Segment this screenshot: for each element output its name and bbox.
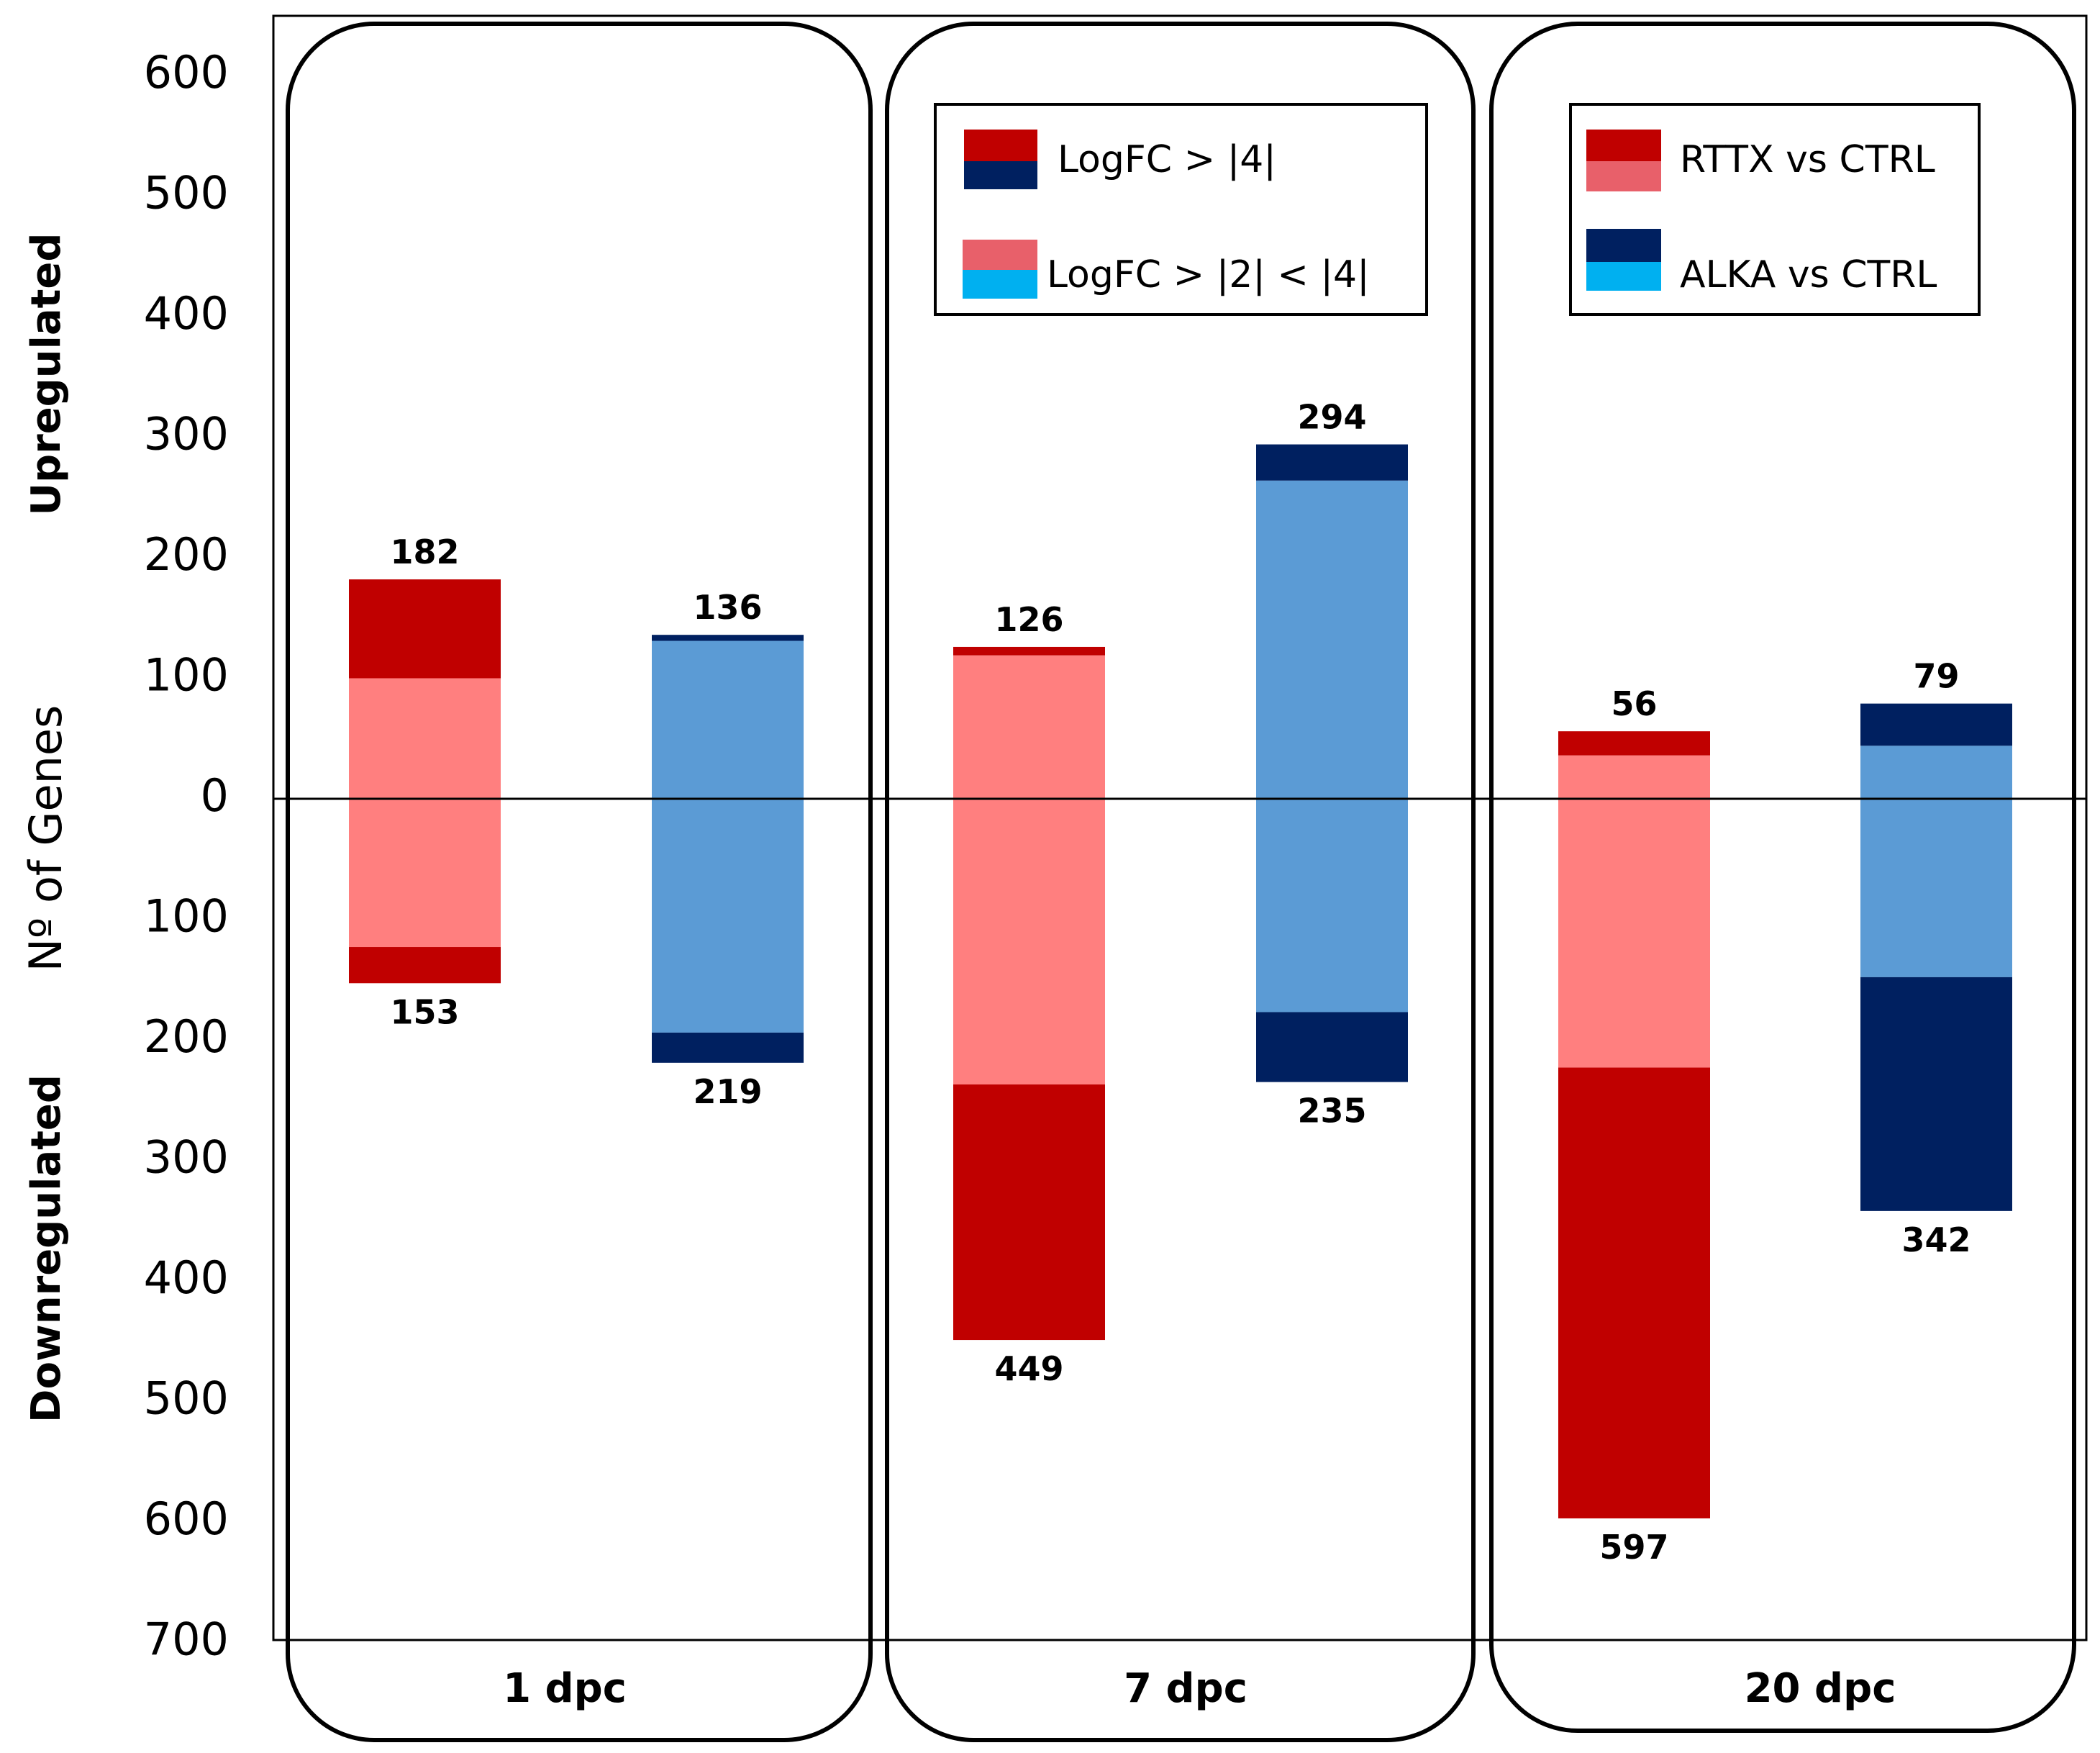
ylabel-downregulated: Downregulated [23, 1074, 70, 1423]
panel-label: 20 dpc [1745, 1665, 1896, 1712]
y-tick-label: 500 [144, 1372, 229, 1425]
bar-1-alka-up-strong [652, 635, 804, 641]
bar-1-alka-down-moderate [652, 799, 804, 1033]
y-tick-label: 600 [144, 46, 229, 99]
data-label-down: 235 [1297, 1092, 1366, 1131]
ylabel-upregulated: Upregulated [23, 233, 70, 516]
legend-swatch-lfc2-bottom [963, 270, 1037, 299]
y-tick-label: 300 [144, 408, 229, 461]
bar-2-rttx-down-strong [953, 1084, 1105, 1341]
panel-label: 1 dpc [503, 1665, 627, 1712]
bar-3-alka-up-moderate [1860, 746, 2012, 799]
legend-swatch-lfc4-bottom [964, 161, 1037, 189]
legend-label-lfc4: LogFC > |4| [1058, 138, 1276, 181]
bar-2-alka-up-strong [1256, 444, 1408, 481]
y-tick-label: 600 [144, 1492, 229, 1545]
y-tick-label: 500 [144, 167, 229, 219]
panel-outline-3 [1489, 22, 2076, 1733]
bar-2-alka-down-moderate [1256, 799, 1408, 1013]
data-label-up: 79 [1913, 657, 1959, 696]
legend-swatch-rttx-bottom [1586, 161, 1661, 191]
bar-2-rttx-up-moderate [953, 655, 1105, 799]
bar-3-rttx-down-strong [1558, 1067, 1710, 1518]
bar-2-rttx-up-strong [953, 646, 1105, 656]
panel-outline-1 [286, 22, 873, 1742]
data-label-up: 136 [693, 588, 762, 627]
bar-3-rttx-up-moderate [1558, 755, 1710, 799]
data-label-down: 219 [693, 1072, 762, 1111]
y-tick-label: 300 [144, 1131, 229, 1184]
bar-3-alka-down-strong [1860, 977, 2012, 1211]
legend-label-rttx: RTTX vs CTRL [1680, 138, 1935, 181]
bar-1-rttx-down-strong [349, 947, 501, 984]
y-tick-label: 100 [144, 649, 229, 702]
y-tick-label: 200 [144, 528, 229, 581]
plot-frame [272, 14, 2088, 1641]
y-tick-label: 400 [144, 287, 229, 340]
legend-comparison: RTTX vs CTRL ALKA vs CTRL [1569, 103, 1981, 316]
legend-label-lfc2: LogFC > |2| < |4| [1047, 253, 1370, 296]
y-tick-label: 100 [144, 890, 229, 943]
bar-3-alka-down-moderate [1860, 799, 2012, 977]
panel-labels: 1 dpc 7 dpc 20 dpc [503, 1665, 1896, 1712]
legend-swatch-alka-top [1586, 229, 1661, 262]
data-label-up: 294 [1297, 398, 1366, 437]
data-label-down: 153 [390, 992, 459, 1031]
bar-1-alka-down-strong [652, 1032, 804, 1063]
legend-swatch-lfc4-top [964, 130, 1037, 161]
bar-1-alka-up-moderate [652, 640, 804, 799]
legend-swatch-rttx-top [1586, 130, 1661, 161]
data-label-down: 449 [994, 1349, 1063, 1388]
y-tick-label: 0 [201, 769, 229, 822]
panel-outline-2 [885, 22, 1476, 1742]
data-label-up: 182 [390, 533, 459, 571]
data-label-up: 126 [994, 600, 1063, 639]
legend-label-alka: ALKA vs CTRL [1680, 253, 1937, 296]
y-tick-label: 400 [144, 1251, 229, 1304]
data-labels: 182 153 136 219 126 449 294 235 56 597 79 342 [390, 398, 1971, 1567]
bar-3-rttx-down-moderate [1558, 799, 1710, 1068]
bar-3-alka-up-strong [1860, 703, 2012, 746]
bar-2-rttx-down-moderate [953, 799, 1105, 1084]
bar-2-alka-up-moderate [1256, 480, 1408, 799]
bars [349, 444, 2012, 1518]
legend-swatch-lfc2-top [963, 240, 1037, 270]
data-label-down: 597 [1599, 1528, 1668, 1567]
bar-1-rttx-down-moderate [349, 799, 501, 948]
bar-2-alka-down-strong [1256, 1012, 1408, 1082]
ylabel-genes: Nº of Genes [19, 705, 72, 972]
bar-1-rttx-up-moderate [349, 678, 501, 799]
y-tick-label: 700 [144, 1613, 229, 1666]
legend-threshold: LogFC > |4| LogFC > |2| < |4| [934, 103, 1428, 316]
bar-1-rttx-up-strong [349, 579, 501, 679]
panel-label: 7 dpc [1124, 1665, 1247, 1712]
y-tick-label: 200 [144, 1010, 229, 1063]
legend-swatch-alka-bottom [1586, 262, 1661, 291]
y-axis-ticks: 600 500 400 300 200 100 0 100 200 300 400 500 600 700 [144, 46, 229, 1666]
bar-3-rttx-up-strong [1558, 731, 1710, 756]
data-label-down: 342 [1901, 1220, 1971, 1259]
data-label-up: 56 [1611, 684, 1657, 723]
